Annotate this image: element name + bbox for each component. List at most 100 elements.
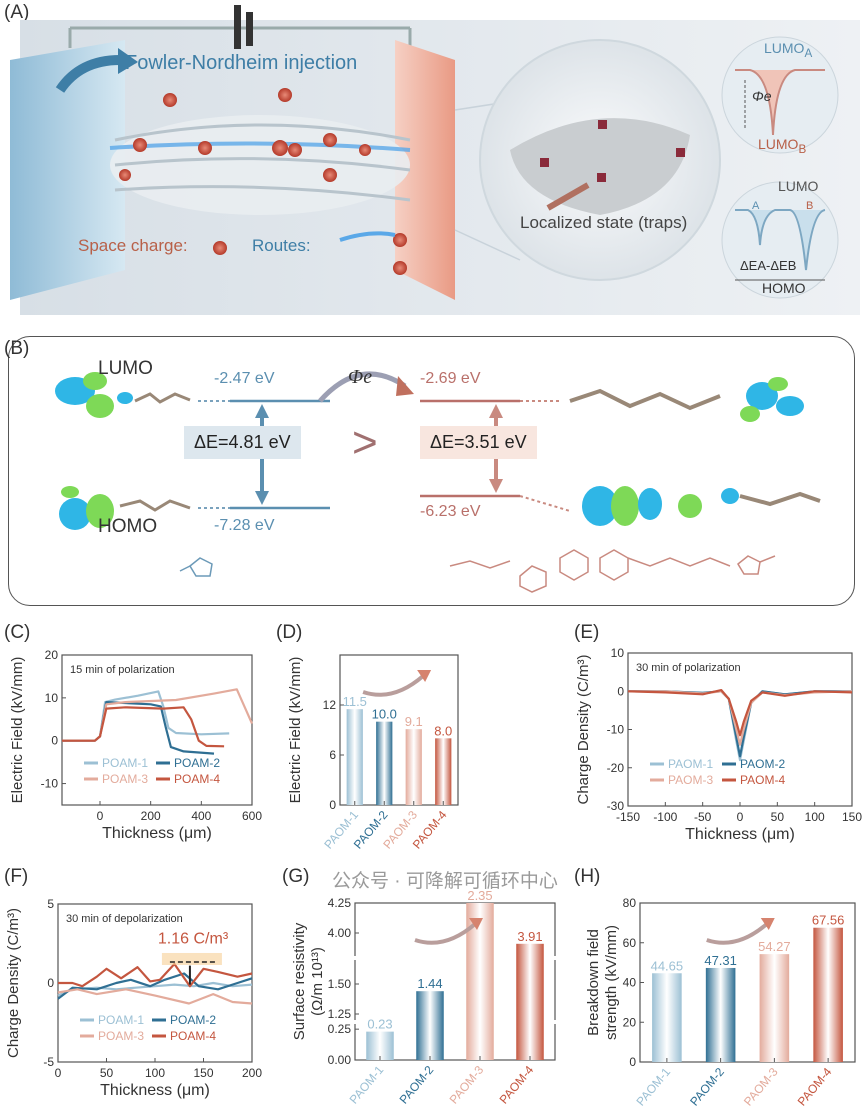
x-tick-label: 0 [55,1066,62,1080]
trend-arrow-icon [414,922,477,945]
x-tick-label: 50 [100,1066,114,1080]
y-tick-label: 12 [323,698,337,712]
series-line-paom-1 [628,690,852,762]
legend-label: PAOM-4 [740,773,785,787]
legend-label: POAM-3 [102,772,148,786]
lumo-a-text: LUMO [764,40,805,56]
legend-label: POAM-1 [98,1013,144,1027]
y-tick-label: 4.25 [328,896,352,910]
y-tick-label: 60 [623,936,637,950]
lumo-b-text: LUMO [758,136,799,152]
y-tick-label: 0 [629,1055,636,1069]
trend-arrow-head [417,670,432,682]
series-line-poam-4 [62,706,225,748]
bar-value-label: 1.44 [417,976,442,991]
capacitor-icon [234,5,241,49]
trend-arrow-head [469,918,483,930]
legend-label: PAOM-1 [668,757,713,771]
bar-paom-2 [416,991,444,1060]
legend-label: POAM-2 [170,1013,216,1027]
bar-paom-4 [435,738,452,805]
x-category-label: PAOM-3 [741,1065,781,1109]
y-tick-label: 20 [45,648,59,662]
trap-arrow-icon [546,182,590,211]
legend-label: POAM-2 [174,756,220,770]
x-tick-label: -50 [694,810,712,824]
series-line-paom-3 [628,690,853,746]
lumo-b-label: LUMOB [758,136,806,156]
legend-label: POAM-4 [170,1029,216,1043]
bar-paom-3 [759,954,790,1062]
bar-paom-2 [376,721,393,805]
homo-label: HOMO [762,280,806,296]
b-label: B [806,200,814,212]
y-tick-label: 0 [617,684,624,698]
bar-value-label: 9.1 [405,714,423,729]
series-line-poam-3 [57,988,253,1005]
y-axis-label-line-1: Breakdown field [585,929,602,1036]
x-category-label: PAOM-2 [687,1065,727,1109]
bar-value-label: 67.56 [812,913,845,928]
y-axis-label-line-2: strength (kV/mm) [603,925,620,1040]
y-tick-label: 0 [47,976,54,990]
series-line-paom-2 [628,690,852,758]
y-tick-label: 4.00 [328,926,352,940]
right-lumo-energy: -2.69 eV [420,370,481,387]
y-tick-label: 80 [623,896,637,910]
panel-label-b: (B) [4,338,30,359]
series-line-poam-2 [62,701,215,755]
y-tick-label: 6 [329,748,336,762]
y-tick-label: -20 [607,761,625,775]
y-tick-label: 0.00 [328,1053,352,1067]
injection-label: Fowler-Nordheim injection [125,52,358,74]
panel-label-g: (G) [282,866,310,887]
lumo-a-label: LUMOA [764,40,812,60]
right-homo-energy: -6.23 eV [420,503,481,520]
x-tick-label: 600 [242,809,262,823]
x-category-label: PAOM-4 [795,1065,835,1109]
right-gap-label: ΔE=3.51 eV [420,426,537,459]
watermark: 公众号 · 可降解可循环中心 [332,871,558,892]
left-homo-energy: -7.28 eV [214,517,275,534]
bar-paom-3 [405,729,422,805]
y-tick-label: 10 [611,646,625,660]
y-axis-label: Electric Field (kV/mm) [287,657,304,804]
lumo-b-sub: B [798,142,807,156]
trend-arrow-icon [362,674,425,697]
panel-a-illustration [10,5,860,315]
y-tick-label: -10 [607,723,625,737]
bar-paom-4 [516,943,544,1060]
trend-arrow-head [760,918,775,930]
y-tick-label: 40 [623,976,637,990]
callout-label: 1.16 C/m³ [158,931,229,948]
y-tick-label: 5 [47,897,54,911]
series-line-poam-2 [57,972,253,1000]
left-structure-formula [179,557,213,577]
lumo-a-sub: A [804,46,813,60]
trend-arrow-icon [706,922,769,945]
x-axis-label: Thickness (μm) [102,825,212,842]
y-tick-label: 0 [51,734,58,748]
x-tick-label: 100 [805,810,825,824]
plot-frame-g [354,902,556,1061]
panel-label-c: (C) [4,622,31,643]
left-electrode [10,40,125,300]
phi-label: Φe [348,366,373,388]
y-tick-label: 1.25 [328,1007,352,1021]
y-axis-label: Surface resistivity(Ω/m 10¹³) [291,922,326,1040]
bar-paom-2 [705,967,736,1062]
bar-paom-1 [346,709,363,805]
y-axis-label: Charge Density (C/m³) [5,908,22,1058]
panel-label-e: (E) [574,622,600,643]
trap-markers [540,120,685,182]
series-line-poam-4 [58,962,253,988]
left-gap-label: ΔE=4.81 eV [184,426,301,459]
x-category-label: PAOM-3 [447,1063,487,1107]
x-axis-label: Thickness (μm) [685,826,795,843]
energy-well-circle-1 [721,36,839,154]
left-molecule-homo-orbitals [59,486,114,530]
bar-paom-4 [813,927,843,1062]
delta-label: ΔEA-ΔEB [740,258,797,273]
y-axis-label-line-2: (Ω/m 10¹³) [309,947,326,1016]
